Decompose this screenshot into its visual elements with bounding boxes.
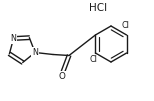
Text: HCl: HCl (89, 3, 107, 13)
Text: Cl: Cl (121, 21, 129, 29)
Text: Cl: Cl (89, 56, 97, 65)
Text: N: N (32, 48, 38, 57)
Text: O: O (59, 72, 65, 81)
Text: N: N (11, 34, 16, 43)
